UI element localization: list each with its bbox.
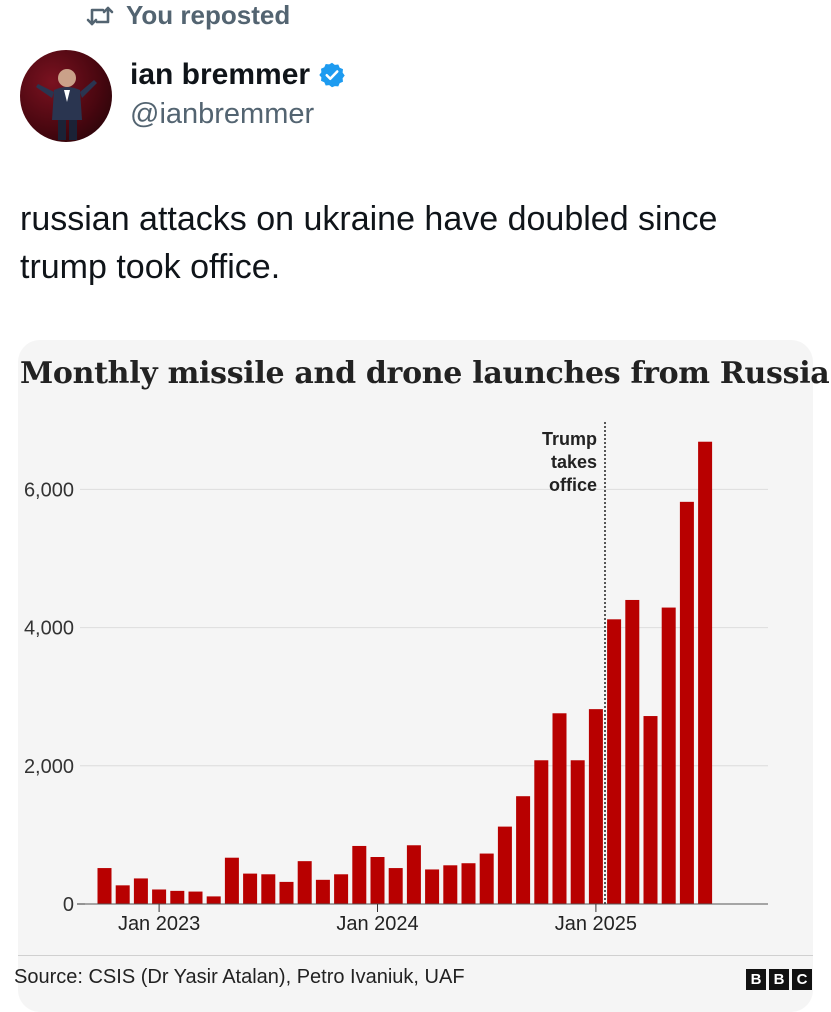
bar [170,890,185,904]
avatar[interactable] [20,50,112,142]
bar [243,873,258,904]
y-tick-label: 2,000 [24,756,74,778]
bbc-logo: B B C [746,969,812,990]
bar [698,441,713,904]
bar [97,868,112,904]
annotation-label: office [549,475,597,495]
speaker-silhouette-icon [36,69,97,140]
chart-title: Monthly missile and drone launches from … [20,356,830,391]
bar [534,760,549,904]
bar [425,869,440,904]
x-tick-label: Jan 2025 [555,913,637,935]
annotation-label: takes [551,452,597,472]
bar [334,874,349,904]
bar [406,845,421,904]
bbc-logo-letter: C [792,969,812,990]
bar [133,878,148,904]
bar [625,599,640,904]
bar [479,853,494,904]
y-tick-label: 0 [63,894,74,916]
bar [443,865,458,904]
bar [261,874,276,904]
bar [643,716,658,904]
author-handle[interactable]: @ianbremmer [130,98,315,130]
y-tick-label: 4,000 [24,618,74,640]
bar [552,713,567,904]
bar [224,857,239,904]
repost-icon [86,6,114,25]
bar [152,889,167,904]
bbc-logo-letter: B [746,969,766,990]
author-display-name[interactable]: ian bremmer [130,58,311,91]
bar [461,863,476,904]
bar [370,857,385,904]
bar [661,607,676,904]
bar [516,796,531,904]
repost-label: You reposted [126,0,291,30]
trump-annotation: Trump takes office [542,422,606,904]
chart-footer-divider [18,955,813,956]
chart-bars [97,441,713,904]
verified-badge-icon [319,62,345,88]
tweet-text: russian attacks on ukraine have doubled … [20,200,718,286]
bar [497,826,512,904]
bar [607,619,622,904]
bar [679,501,694,904]
bbc-logo-letter: B [769,969,789,990]
author-name-row[interactable]: ian bremmer [130,58,346,92]
bar [352,845,367,904]
bar [388,868,403,904]
x-tick-label: Jan 2023 [118,913,200,935]
chart-axes: 0 2,000 4,000 6,000 Jan 2023 Jan 2024 Jan 2025 [24,479,768,935]
bar [188,891,203,904]
bar [279,881,294,904]
repost-header: You reposted [86,0,290,31]
annotation-label: Trump [542,429,597,449]
bar [297,861,312,904]
bar [315,879,330,904]
bar [588,709,603,904]
bar [206,896,221,904]
bar [115,885,130,904]
x-tick-label: Jan 2024 [336,913,418,935]
y-tick-label: 6,000 [24,479,74,501]
bar [570,760,585,904]
chart-source: Source: CSIS (Dr Yasir Atalan), Petro Iv… [14,966,465,988]
